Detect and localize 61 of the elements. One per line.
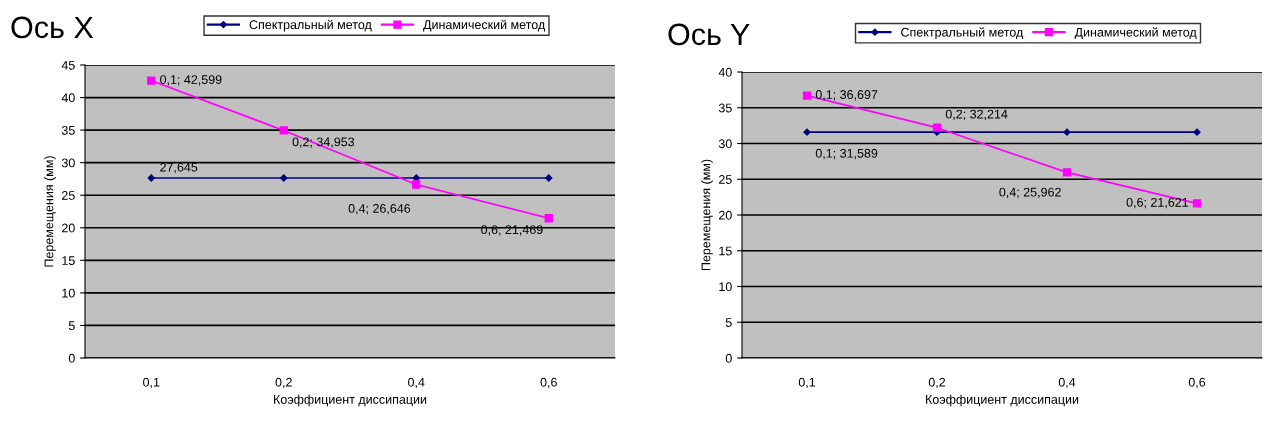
legend-label: Спектральный метод <box>901 27 1024 40</box>
y-tick-label: 25 <box>62 191 75 200</box>
y-tick-label: 5 <box>68 321 75 331</box>
point <box>279 126 288 135</box>
point <box>545 174 553 182</box>
x-tick-label: 0,2 <box>928 377 946 389</box>
annotation: 0,4; 25,962 <box>999 187 1061 199</box>
y-tick-label: 45 <box>61 60 75 70</box>
annotation: 0,2; 34,953 <box>292 137 355 148</box>
y-tick-label: 40 <box>61 93 75 103</box>
y-tick-label: 25 <box>719 175 732 184</box>
chart-title: Ось Y <box>668 23 750 46</box>
x-tick-label: 0,2 <box>275 377 292 389</box>
x-tick-label: 0,1 <box>143 377 160 389</box>
point <box>147 76 156 85</box>
y-tick-label: 20 <box>62 223 75 233</box>
x-axis-title: Коэффициент диссипации <box>274 394 427 407</box>
point <box>412 180 421 189</box>
point <box>412 174 420 182</box>
y-tick-label: 30 <box>61 158 75 168</box>
annotation: 0,1; 31,589 <box>815 148 878 160</box>
y-tick-label: 20 <box>719 210 732 220</box>
y-tick-label: 5 <box>725 318 732 327</box>
annotation: 0,2; 32,214 <box>945 109 1008 120</box>
y-tick-label: 10 <box>719 282 732 292</box>
annotation: 0,1; 36,697 <box>815 90 878 101</box>
y-tick-label: 35 <box>61 125 75 135</box>
y-tick-label: 15 <box>62 256 75 265</box>
annotation: 27,645 <box>160 162 198 174</box>
annotation: 0,6; 21,621 <box>1126 197 1189 209</box>
point <box>544 214 553 223</box>
legend-label: Динамический метод <box>423 19 546 32</box>
y-tick-label: 0 <box>725 353 732 363</box>
point <box>1062 168 1072 177</box>
y-tick-label: 30 <box>718 139 732 149</box>
y-axis-title: Перемещения (мм) <box>44 156 56 267</box>
annotation: 0,1; 42,599 <box>160 75 222 86</box>
x-tick-label: 0,4 <box>408 377 425 389</box>
annotation: 0,4; 26,646 <box>348 204 411 215</box>
y-tick-label: 40 <box>718 67 732 77</box>
y-tick-label: 15 <box>719 246 732 256</box>
x-tick-label: 0,6 <box>1188 377 1206 389</box>
y-tick-label: 35 <box>718 103 732 113</box>
x-axis-title: Коэффициент диссипации <box>926 394 1079 407</box>
legend-label: Спектральный метод <box>249 19 372 32</box>
point <box>280 174 288 182</box>
point <box>932 123 942 132</box>
legend-label: Динамический метод <box>1074 27 1197 40</box>
x-tick-label: 0,4 <box>1058 377 1076 389</box>
point <box>803 128 811 136</box>
y-axis-title: Перемещения (мм) <box>701 159 713 271</box>
y-tick-label: 10 <box>62 288 75 298</box>
point <box>1063 128 1071 136</box>
y-tick-label: 0 <box>68 353 75 363</box>
x-tick-label: 0,1 <box>798 377 816 389</box>
point <box>802 91 812 100</box>
point <box>147 174 155 182</box>
point <box>1192 199 1202 208</box>
x-tick-label: 0,6 <box>540 377 557 389</box>
point <box>1193 128 1201 136</box>
chart-title: Ось X <box>11 16 94 39</box>
